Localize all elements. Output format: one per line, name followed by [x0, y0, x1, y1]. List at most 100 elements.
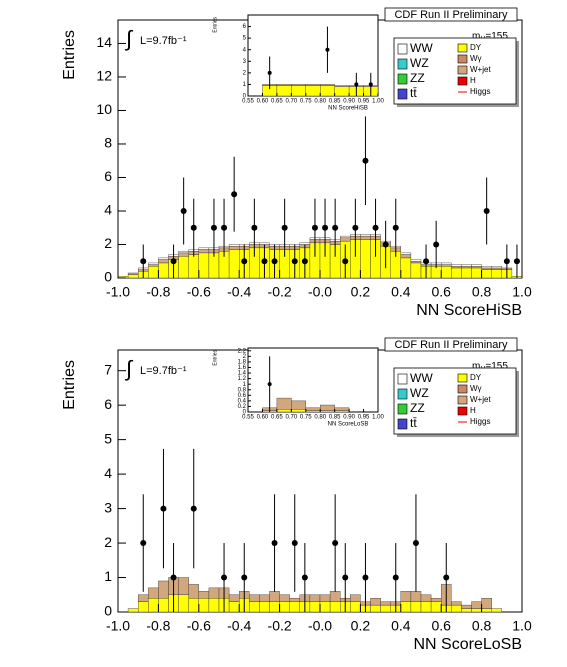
x-tick-label: 0.2 [351, 284, 371, 300]
stack-segment [305, 85, 321, 97]
data-point [362, 574, 369, 581]
stack-segment [178, 252, 189, 257]
y-tick-label: 1 [243, 82, 247, 88]
stack-segment [400, 257, 412, 279]
stack-segment [481, 598, 492, 609]
inset-y-axis-label: Entries [212, 17, 218, 33]
legend-label: W+jet [470, 65, 491, 74]
stack-segment [249, 594, 260, 602]
x-tick-label: 0.90 [343, 99, 355, 105]
stack-segment [276, 409, 292, 413]
stack-segment [360, 234, 371, 237]
integral-symbol: ∫ [124, 26, 134, 51]
y-axis-label: Entries [61, 360, 78, 410]
data-point [332, 224, 339, 231]
stack-segment [228, 245, 240, 250]
stack-segment [451, 264, 462, 267]
x-tick-label: 0.6 [431, 284, 451, 300]
data-point [372, 224, 379, 231]
stack-segment [461, 267, 472, 279]
stack-segment [471, 266, 482, 269]
data-point [267, 70, 272, 75]
x-tick-label: -0.0 [308, 618, 332, 634]
stack-segment [471, 264, 482, 267]
legend-label: H [470, 76, 476, 85]
x-tick-label: -0.2 [268, 618, 292, 634]
stack-segment [291, 400, 306, 410]
stack-segment [158, 580, 169, 599]
x-tick-label: 1.00 [372, 99, 384, 105]
stack-segment [400, 252, 412, 255]
stack-segment [400, 601, 412, 613]
legend-swatch [397, 388, 408, 400]
stack-segment [420, 594, 432, 602]
stack-segment [320, 410, 335, 413]
stack-segment [198, 598, 210, 613]
legend-label: Wγ [470, 54, 482, 63]
stack-segment [320, 404, 335, 411]
data-point [362, 157, 369, 164]
data-point [160, 505, 167, 512]
x-axis-label: NN ScoreHiSB [416, 302, 522, 319]
stack-segment [491, 608, 503, 613]
data-point [483, 207, 490, 214]
x-tick-label: 0.60 [257, 99, 269, 105]
legend-label: WW [410, 41, 433, 55]
legend-swatch [457, 65, 468, 75]
stack-segment [198, 249, 210, 254]
x-tick-label: 0.55 [242, 99, 254, 105]
x-tick-label: 0.95 [358, 415, 370, 421]
data-point [221, 574, 228, 581]
legend-label: WZ [410, 386, 429, 400]
stack-segment [276, 84, 292, 86]
stack-segment [420, 601, 432, 613]
x-tick-label: -1.0 [106, 618, 130, 634]
data-point [261, 258, 268, 265]
stack-segment [461, 604, 472, 609]
stack-segment [289, 601, 301, 613]
data-point [170, 574, 177, 581]
data-point [352, 224, 359, 231]
data-point [190, 224, 197, 231]
stack-segment [471, 267, 482, 279]
y-tick-label: 0.8 [238, 387, 247, 393]
stack-segment [249, 601, 260, 613]
stack-segment [491, 267, 503, 270]
stack-segment [259, 594, 270, 602]
stack-segment [360, 239, 371, 279]
x-tick-label: 0.2 [351, 618, 371, 634]
stack-segment [188, 254, 199, 279]
luminosity: L=9.7fb⁻¹ [140, 365, 187, 377]
legend-label: Higgs [470, 87, 490, 96]
legend-label: ZZ [410, 401, 425, 415]
stack-segment [370, 598, 381, 606]
x-tick-label: 0.70 [285, 415, 297, 421]
legend-swatch [397, 373, 408, 385]
inset-x-axis-label: NN ScoreHiSB [328, 106, 368, 112]
y-tick-label: 3 [243, 59, 247, 65]
y-tick-label: 2 [104, 235, 112, 251]
y-tick-label: 0 [104, 603, 112, 619]
stack-segment [400, 591, 412, 602]
legend-label: WW [410, 371, 433, 385]
chart-title: CDF Run II Preliminary [394, 9, 508, 21]
stack-segment [350, 594, 361, 602]
stack-segment [158, 257, 169, 260]
stack-segment [158, 259, 169, 264]
stack-segment [430, 601, 442, 613]
data-point [513, 258, 520, 265]
legend-swatch [457, 406, 468, 416]
data-point [190, 505, 197, 512]
data-point [301, 574, 308, 581]
stack-segment [334, 410, 350, 413]
legend-swatch [397, 403, 408, 415]
stack-segment [291, 409, 306, 413]
legend-swatch [397, 73, 408, 85]
y-tick-label: 5 [243, 36, 247, 42]
stack-segment [340, 237, 351, 242]
y-tick-label: 1 [243, 382, 247, 388]
stack-segment [127, 274, 139, 279]
stack-segment [269, 601, 280, 613]
data-point [342, 574, 349, 581]
y-tick-label: 2.2 [238, 348, 247, 354]
